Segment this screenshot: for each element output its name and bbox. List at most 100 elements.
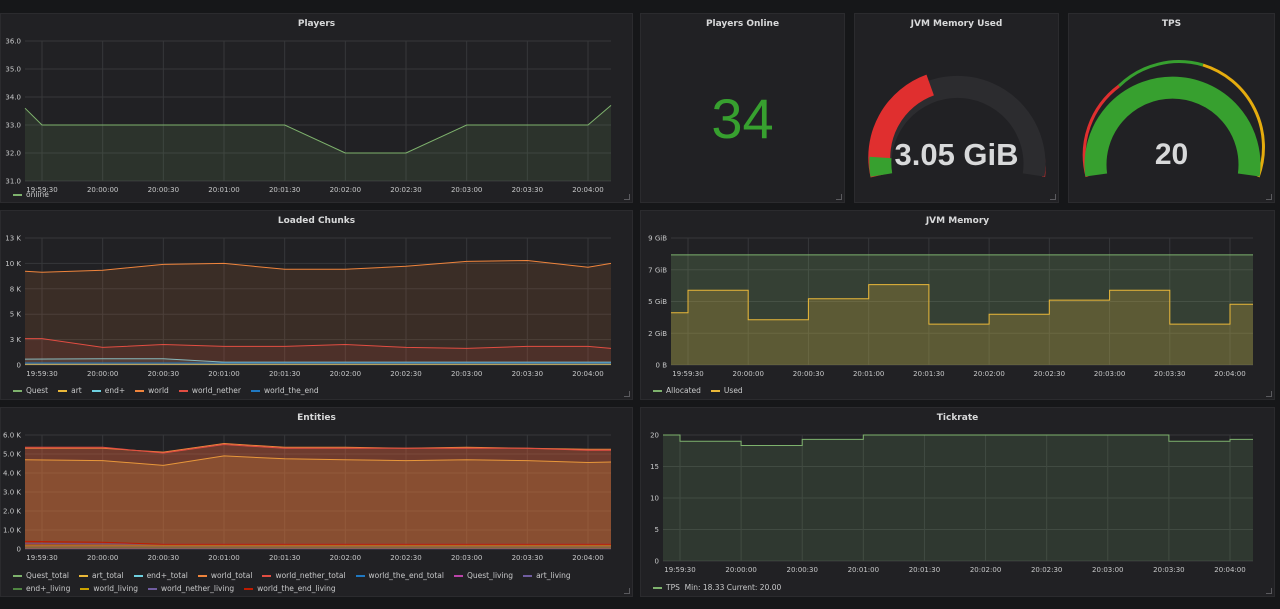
players-chart: 31.0 32.0 33.0 34.0 35.0 36.0 19:59:30 20:00:00…	[5, 38, 612, 194]
series-line	[663, 434, 1253, 446]
panel-title[interactable]: Entities	[297, 413, 336, 423]
panel-title[interactable]: JVM Memory Used	[910, 19, 1003, 29]
legend-item[interactable]: world_living	[80, 582, 138, 595]
legend-item[interactable]: world_nether_total	[262, 569, 346, 582]
panel-title[interactable]: Loaded Chunks	[277, 216, 356, 226]
x-tick-label: 20:02:00	[330, 554, 361, 562]
resize-handle[interactable]	[624, 194, 630, 200]
legend-item[interactable]: end+_living	[13, 582, 70, 595]
y-tick-label: 5 K	[10, 311, 22, 319]
y-tick-label: 20	[650, 432, 659, 440]
legend-item[interactable]: end+	[91, 384, 126, 397]
legend-item[interactable]: Allocated	[653, 384, 701, 397]
x-tick-label: 20:00:30	[148, 186, 179, 194]
legend-label: Quest_living	[467, 571, 514, 580]
y-tick-label: 5.0 K	[3, 451, 21, 459]
legend-label: art	[71, 386, 82, 395]
x-tick-label: 20:01:00	[208, 186, 239, 194]
gauge-fill-base	[869, 156, 893, 177]
x-tick-label: 19:59:30	[26, 370, 57, 378]
x-tick-label: 20:00:00	[87, 554, 118, 562]
legend-item[interactable]: online	[13, 188, 49, 201]
x-tick-label: 20:02:00	[330, 370, 361, 378]
jvm-memory-used-value: 3.05 GiB	[894, 137, 1019, 172]
resize-handle[interactable]	[836, 194, 842, 200]
legend-item[interactable]: world	[135, 384, 169, 397]
legend-swatch	[147, 588, 157, 590]
x-tick-label: 20:03:00	[451, 554, 482, 562]
y-tick-label: 10 K	[5, 260, 21, 268]
legend-item[interactable]: art_living	[523, 569, 571, 582]
legend-label: TPS	[666, 583, 680, 592]
legend-label: end+_total	[146, 571, 188, 580]
x-tick-label: 20:00:30	[148, 370, 179, 378]
legend-item[interactable]: world_the_end_living	[244, 582, 336, 595]
legend-item[interactable]: world_the_end	[251, 384, 319, 397]
loaded-chunks-panel: Loaded Chunks 0 3 K 5 K 8 K 10 K 13 K 19:59:30…	[0, 210, 633, 400]
jvm-memory-panel: JVM Memory 0 B 2 GiB 5 GiB 7 GiB 9 GiB 19:59:…	[640, 210, 1275, 400]
x-tick-label: 20:04:00	[572, 186, 603, 194]
x-tick-label: 20:03:30	[1154, 370, 1185, 378]
chart-legend: Quest art end+ world world_nether world_the_e…	[13, 384, 329, 397]
entities-panel: Entities 0 1.0 K 2.0 K 3.0 K 4.0 K 5.0 K 6.0 K…	[0, 407, 633, 597]
legend-item[interactable]: end+_total	[133, 569, 188, 582]
legend-item[interactable]: world_nether	[178, 384, 241, 397]
y-tick-label: 5 GiB	[648, 298, 667, 306]
legend-swatch	[653, 390, 662, 392]
y-tick-label: 31.0	[5, 178, 21, 186]
x-tick-label: 20:03:30	[512, 554, 543, 562]
y-tick-label: 3 K	[10, 336, 22, 344]
legend-item[interactable]: world_total	[197, 569, 252, 582]
resize-handle[interactable]	[1266, 391, 1272, 397]
x-tick-label: 19:59:30	[26, 554, 57, 562]
y-tick-label: 0	[17, 546, 21, 554]
panel-title[interactable]: JVM Memory	[925, 216, 990, 226]
resize-handle[interactable]	[624, 588, 630, 594]
legend-label: art_living	[536, 571, 571, 580]
panel-title[interactable]: Tickrate	[936, 413, 979, 423]
legend-label: online	[26, 190, 49, 199]
resize-handle[interactable]	[1266, 588, 1272, 594]
legend-label: Quest	[26, 386, 49, 395]
legend-swatch	[79, 575, 89, 577]
series-area	[663, 435, 1253, 561]
x-tick-label: 20:03:30	[1153, 566, 1184, 574]
gauge-threshold-orange	[1202, 63, 1265, 178]
x-tick-label: 20:02:30	[390, 186, 421, 194]
legend-swatch	[13, 588, 22, 590]
legend-item[interactable]: Quest_total	[13, 569, 69, 582]
x-tick-label: 20:03:30	[512, 370, 543, 378]
series-area	[671, 254, 1253, 365]
x-tick-label: 20:04:00	[572, 370, 603, 378]
resize-handle[interactable]	[1266, 194, 1272, 200]
x-tick-label: 20:03:00	[451, 370, 482, 378]
panel-title[interactable]: Players Online	[705, 19, 780, 29]
x-tick-label: 20:02:00	[970, 566, 1001, 574]
resize-handle[interactable]	[1050, 194, 1056, 200]
legend-item[interactable]: TPS Min: 18.33 Current: 20.00	[653, 581, 781, 594]
legend-item[interactable]: Quest_living	[454, 569, 513, 582]
legend-item[interactable]: Quest	[13, 384, 48, 397]
legend-item[interactable]: world_the_end_total	[355, 569, 444, 582]
legend-item[interactable]: world_nether_living	[147, 582, 235, 595]
legend-label: Allocated	[666, 386, 701, 395]
resize-handle[interactable]	[624, 391, 630, 397]
legend-item[interactable]: art_total	[79, 569, 124, 582]
legend-swatch	[80, 588, 90, 590]
panel-title[interactable]: Players	[297, 19, 336, 29]
legend-swatch	[13, 390, 22, 392]
legend-item[interactable]: art	[58, 384, 82, 397]
legend-label: end+	[104, 386, 126, 395]
legend-label: world_nether_living	[160, 584, 235, 593]
series-area	[25, 455, 611, 549]
x-tick-label: 20:02:30	[390, 554, 421, 562]
y-tick-label: 0	[17, 362, 21, 370]
y-tick-label: 1.0 K	[3, 527, 21, 535]
legend-item[interactable]: Used	[710, 384, 743, 397]
series-area	[25, 541, 611, 549]
x-tick-label: 20:02:00	[973, 370, 1004, 378]
panel-title[interactable]: TPS	[1161, 19, 1182, 29]
series-area	[25, 105, 611, 181]
y-tick-label: 35.0	[5, 66, 21, 74]
chart-legend: online	[13, 188, 59, 201]
